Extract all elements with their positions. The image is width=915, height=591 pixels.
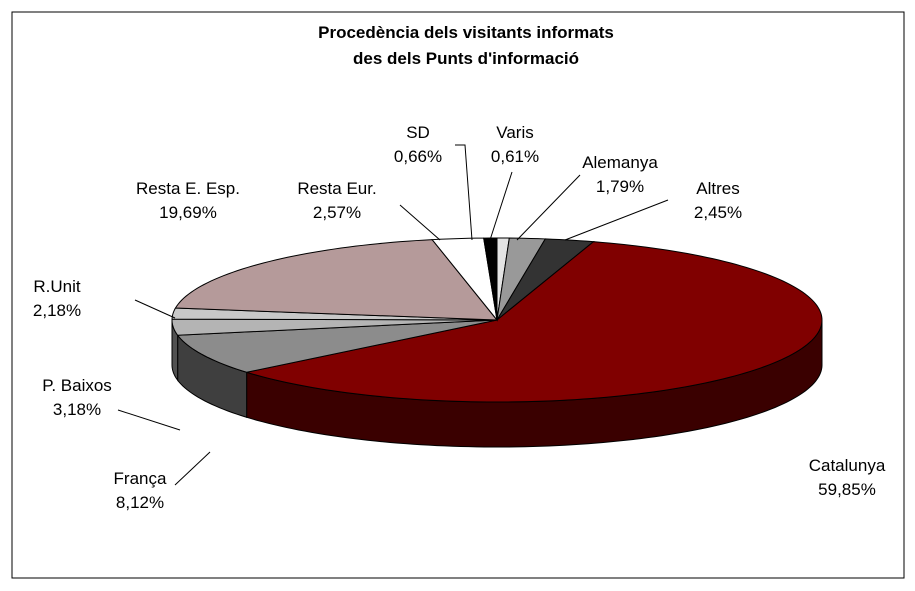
- leader-line: [399, 204, 441, 241]
- slice: [246, 241, 823, 403]
- value-label: 59,85%: [818, 480, 876, 499]
- value-label: 2,57%: [313, 203, 361, 222]
- slice-label: Resta Eur.: [297, 179, 376, 198]
- slice: [171, 318, 498, 336]
- slice-label: Alemanya: [582, 153, 658, 172]
- value-label: 0,61%: [491, 147, 539, 166]
- leader-line: [489, 171, 513, 241]
- value-label: 3,18%: [53, 400, 101, 419]
- leader-line: [516, 174, 581, 241]
- slice-label: R.Unit: [33, 277, 81, 296]
- slice-label: Catalunya: [809, 456, 886, 475]
- slice-label: Altres: [696, 179, 739, 198]
- slice-label: SD: [406, 123, 430, 142]
- leader-line: [455, 144, 473, 241]
- slice: [176, 319, 498, 373]
- leader-line: [564, 199, 669, 241]
- chart-title: Procedència dels visitants informats: [318, 23, 614, 42]
- slice: [496, 238, 595, 321]
- value-label: 19,69%: [159, 203, 217, 222]
- chart-title: des dels Punts d'informació: [353, 49, 579, 68]
- slice-label: P. Baixos: [42, 376, 112, 395]
- value-label: 2,45%: [694, 203, 742, 222]
- slice-label: França: [114, 469, 167, 488]
- value-label: 0,66%: [394, 147, 442, 166]
- value-label: 1,79%: [596, 177, 644, 196]
- leader-line: [134, 299, 176, 319]
- value-label: 8,12%: [116, 493, 164, 512]
- leader-line: [117, 409, 181, 431]
- slice: [174, 239, 499, 321]
- slice: [431, 237, 498, 322]
- leader-line: [174, 451, 211, 486]
- slice-label: Varis: [496, 123, 533, 142]
- value-label: 2,18%: [33, 301, 81, 320]
- slice-label: Resta E. Esp.: [136, 179, 240, 198]
